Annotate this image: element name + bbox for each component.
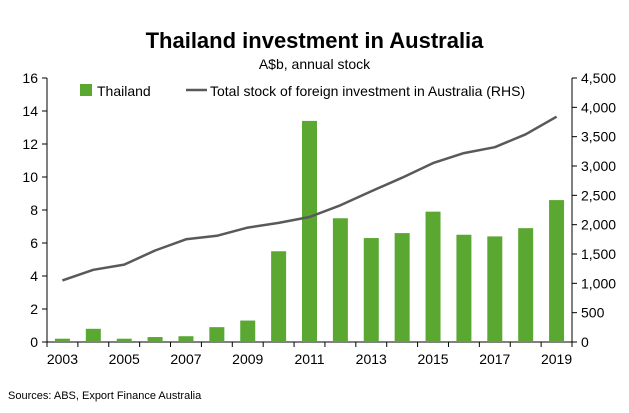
y-right-tick-label: 2,000 bbox=[581, 217, 616, 233]
bar-2018 bbox=[518, 228, 534, 342]
y-right-tick-label: 2,500 bbox=[581, 187, 616, 203]
legend-swatch-thailand bbox=[80, 84, 92, 96]
line-series bbox=[61, 115, 558, 282]
legend: Thailand Total stock of foreign investmen… bbox=[80, 83, 525, 99]
y-left-tick-label: 2 bbox=[30, 301, 38, 317]
x-tick-label: 2015 bbox=[417, 351, 448, 367]
x-tick-label: 2013 bbox=[356, 351, 387, 367]
bar-series bbox=[54, 120, 565, 343]
bar-2013 bbox=[363, 238, 379, 342]
x-tick-label: 2007 bbox=[170, 351, 201, 367]
y-right-tick-label: 3,500 bbox=[581, 129, 616, 145]
bar-2010 bbox=[271, 251, 287, 342]
x-tick-label: 2009 bbox=[232, 351, 263, 367]
y-right-tick-label: 4,000 bbox=[581, 99, 616, 115]
bar-2016 bbox=[456, 234, 472, 342]
total-stock-line bbox=[61, 115, 558, 282]
x-tick-label: 2003 bbox=[47, 351, 78, 367]
x-tick-label: 2017 bbox=[479, 351, 510, 367]
y-right-tick-label: 1,500 bbox=[581, 246, 616, 262]
chart-title: Thailand investment in Australia bbox=[145, 28, 484, 53]
bar-2006 bbox=[147, 337, 163, 342]
y-left-tick-label: 0 bbox=[30, 334, 38, 350]
bar-2017 bbox=[487, 236, 503, 342]
chart-subtitle: A$b, annual stock bbox=[258, 56, 371, 72]
bar-2015 bbox=[425, 211, 441, 342]
y-left-tick-label: 8 bbox=[30, 202, 38, 218]
bar-2012 bbox=[332, 218, 348, 342]
y-left-tick-label: 12 bbox=[22, 136, 38, 152]
bar-2007 bbox=[178, 336, 194, 342]
y-right-tick-label: 500 bbox=[581, 305, 605, 321]
bar-2011 bbox=[302, 120, 317, 343]
bar-2003 bbox=[54, 338, 70, 342]
bar-2008 bbox=[209, 327, 225, 342]
y-left-tick-label: 16 bbox=[22, 70, 38, 86]
y-right-tick-label: 3,000 bbox=[581, 158, 616, 174]
legend-label-total-stock: Total stock of foreign investment in Aus… bbox=[210, 83, 525, 99]
y-right-tick-label: 4,500 bbox=[581, 70, 616, 86]
y-right-tick-label: 1,000 bbox=[581, 275, 616, 291]
axes: 0 2 4 6 8 10 12 14 16 0 500 1,000 1,500 2,000 2,500 3,0… bbox=[22, 70, 616, 367]
bar-2009 bbox=[240, 320, 256, 342]
y-right-tick-label: 0 bbox=[581, 334, 589, 350]
y-left-tick-label: 6 bbox=[30, 235, 38, 251]
y-left-tick-label: 14 bbox=[22, 103, 38, 119]
source-note: Sources: ABS, Export Finance Australia bbox=[8, 390, 202, 402]
x-tick-label: 2005 bbox=[109, 351, 140, 367]
x-tick-label: 2011 bbox=[294, 351, 324, 367]
bar-2014 bbox=[394, 233, 410, 342]
bar-2005 bbox=[116, 338, 132, 342]
x-tick-label: 2019 bbox=[541, 351, 572, 367]
bar-2004 bbox=[85, 328, 101, 342]
legend-label-thailand: Thailand bbox=[97, 83, 151, 99]
bar-2019 bbox=[549, 200, 565, 342]
y-left-tick-label: 10 bbox=[22, 169, 38, 185]
y-left-tick-label: 4 bbox=[30, 268, 38, 284]
